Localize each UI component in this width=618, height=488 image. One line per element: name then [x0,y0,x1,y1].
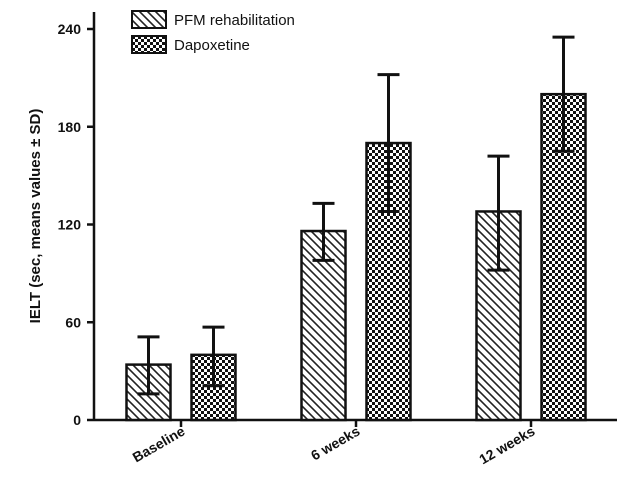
x-tick-label: Baseline [130,423,188,466]
y-ticks: 0 60 120 180 240 [58,21,94,428]
legend-swatch-pfm [131,10,167,29]
y-tick-label: 120 [58,217,82,233]
error-bars [137,35,575,396]
y-tick-label: 60 [65,314,81,330]
y-tick-label: 240 [58,21,82,37]
x-tick-label: 12 weeks [476,423,537,468]
y-tick-label: 180 [58,119,82,135]
x-tick-label: 6 weeks [308,423,363,464]
y-axis-title: IELT (sec, means values ± SD) [27,109,44,324]
legend-swatch-dapoxetine [131,35,167,54]
legend-label-pfm: PFM rehabilitation [174,12,295,29]
x-ticks: Baseline 6 weeks 12 weeks [130,420,538,467]
bars [125,92,587,422]
legend-label-dapoxetine: Dapoxetine [174,37,250,54]
legend: PFM rehabilitation Dapoxetine [131,10,295,54]
bar-pfm-1 [300,229,347,422]
y-tick-label: 0 [73,412,81,428]
axes [92,12,617,422]
